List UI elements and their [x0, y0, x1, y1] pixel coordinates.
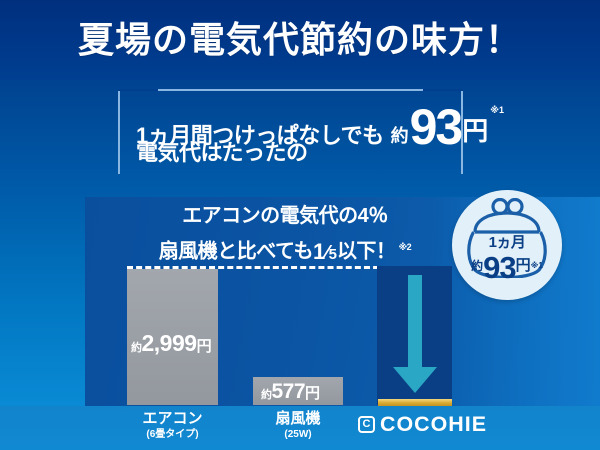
headline-lead-text: 1ヵ月間つけっぱなしでも	[136, 123, 384, 148]
bar-cocohie-gold	[378, 399, 452, 406]
bar-value-aircon: 約2,999円	[131, 330, 212, 357]
headline-box: 1ヵ月間つけっぱなしでも 約 93 円 ※1 電気代はたったの	[118, 89, 504, 174]
purse-badge-amount: 93	[483, 250, 516, 285]
purse-badge-period: 1ヵ月	[452, 234, 562, 251]
purse-badge-period-value: 1ヵ月	[488, 234, 526, 251]
headline-footnote-marker: ※1	[490, 105, 504, 115]
subcopy-line-2: 扇風機と比べても1⁄5以下！ ※2	[130, 232, 440, 270]
bar-value-fan-number: 577	[271, 380, 306, 403]
bar-value-aircon-number: 2,999	[141, 330, 198, 356]
bar-value-aircon-approx: 約	[131, 342, 142, 354]
subcopy-block: エアコンの電気代の4％ 扇風機と比べても1⁄5以下！ ※2	[130, 201, 440, 270]
header-band	[0, 0, 600, 80]
purse-badge-price: 約 93 円 ※1	[452, 250, 562, 285]
purse-badge: 1ヵ月 約 93 円 ※1	[452, 190, 562, 300]
purse-badge-unit: 円	[515, 257, 531, 274]
fraction-numerator: 1	[313, 238, 326, 264]
category-label-fan-sub: (25W)	[284, 429, 312, 440]
headline-approx: 約	[390, 126, 409, 146]
subcopy-line-1: エアコンの電気代の4％	[182, 205, 388, 227]
headline-row-secondary: 電気代はたったの	[136, 140, 308, 165]
cocohie-logo-text: COCOHIE	[379, 413, 488, 436]
bar-value-fan-unit: 円	[305, 385, 320, 402]
fraction-slash: ⁄	[325, 241, 329, 264]
subcopy-footnote-marker: ※2	[398, 242, 412, 252]
bar-value-fan-approx: 約	[261, 389, 272, 401]
bar-value-fan: 約577円	[261, 380, 320, 404]
bar-fan	[253, 377, 343, 405]
purse-badge-text: 1ヵ月 約 93 円 ※1	[452, 234, 562, 285]
bar-value-aircon-unit: 円	[196, 338, 212, 355]
page-title: 夏場の電気代節約の味方！	[77, 19, 522, 60]
category-label-aircon-sub: (6畳タイプ)	[146, 429, 199, 440]
cocohie-logo: COCOHIE	[358, 414, 486, 435]
fraction-one-fifth: 1⁄5	[313, 236, 337, 270]
category-label-aircon: エアコン (6畳タイプ)	[127, 410, 218, 441]
subcopy-line-2-prefix: 扇風機と比べても	[158, 240, 314, 263]
purse-badge-footnote-marker: ※1	[530, 261, 543, 270]
purse-icon	[467, 198, 547, 278]
category-label-fan: 扇風機 (25W)	[253, 410, 343, 441]
headline-row-primary: 1ヵ月間つけっぱなしでも 約 93 円 ※1	[136, 99, 504, 155]
fraction-denominator: 5	[328, 245, 337, 263]
bar-aircon	[127, 269, 218, 405]
category-label-fan-name: 扇風機	[275, 410, 321, 427]
category-band	[0, 406, 600, 450]
cocohie-c-mark-icon	[358, 416, 375, 433]
subcopy-line-2-suffix: 以下！	[336, 240, 396, 263]
down-arrow-icon	[393, 275, 437, 393]
category-label-aircon-name: エアコン	[142, 410, 203, 427]
reference-dashed-line	[127, 266, 452, 269]
headline-amount: 93	[409, 99, 464, 155]
headline-unit: 円	[462, 116, 489, 146]
purse-badge-approx: 約	[471, 259, 484, 273]
